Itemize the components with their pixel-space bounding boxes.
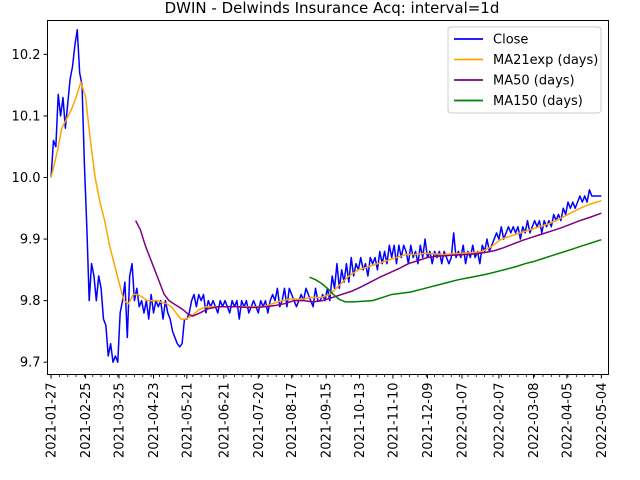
y-tick-label: 9.8 bbox=[20, 294, 41, 309]
legend-label: MA50 (days) bbox=[493, 74, 575, 89]
x-tick-label: 2021-09-15 bbox=[320, 383, 335, 459]
y-tick-label: 10.0 bbox=[12, 171, 41, 186]
y-tick-label: 9.7 bbox=[20, 356, 41, 371]
y-tick-label: 9.9 bbox=[20, 233, 41, 248]
series-layer bbox=[50, 28, 602, 363]
legend-label: MA150 (days) bbox=[493, 94, 583, 109]
x-tick-label: 2021-08-17 bbox=[285, 383, 300, 459]
x-tick-label: 2022-04-05 bbox=[560, 383, 575, 459]
legend-label: MA21exp (days) bbox=[493, 53, 598, 68]
x-tick-label: 2022-03-08 bbox=[527, 383, 542, 459]
x-tick-label: 2022-05-04 bbox=[595, 383, 610, 459]
chart-title: DWIN - Delwinds Insurance Acq: interval=… bbox=[165, 0, 500, 17]
x-tick-label: 2022-01-07 bbox=[455, 383, 470, 459]
x-tick-label: 2021-12-09 bbox=[421, 383, 436, 459]
x-tick-label: 2021-02-25 bbox=[79, 383, 94, 459]
legend-label: Close bbox=[493, 33, 528, 48]
series-line-2 bbox=[134, 212, 602, 317]
x-tick-label: 2021-03-25 bbox=[112, 383, 127, 459]
x-tick-label: 2022-02-07 bbox=[492, 383, 507, 459]
legend: Close MA21exp (days) MA50 (days) MA150 (day… bbox=[447, 26, 602, 114]
x-tick-label: 2021-04-23 bbox=[147, 383, 162, 459]
y-tick-label: 10.1 bbox=[12, 109, 41, 124]
y-tick-label: 10.2 bbox=[12, 48, 41, 63]
legend-box bbox=[447, 26, 602, 114]
x-tick-label: 2021-07-20 bbox=[252, 383, 267, 459]
axes-frame bbox=[47, 20, 609, 375]
x-tick-label: 2021-05-21 bbox=[180, 383, 195, 459]
x-tick-label: 2021-10-13 bbox=[353, 383, 368, 459]
x-tick-label: 2021-06-21 bbox=[217, 383, 232, 459]
x-axis: 2021-01-27 2021-02-25 2021-03-25 2021-04-23… bbox=[45, 374, 610, 459]
x-tick-label: 2021-11-10 bbox=[386, 383, 401, 459]
series-line-3 bbox=[309, 238, 602, 303]
x-tick-label: 2021-01-27 bbox=[45, 383, 60, 459]
y-axis: 9.7 9.8 9.9 10.0 10.1 10.2 bbox=[12, 48, 48, 371]
